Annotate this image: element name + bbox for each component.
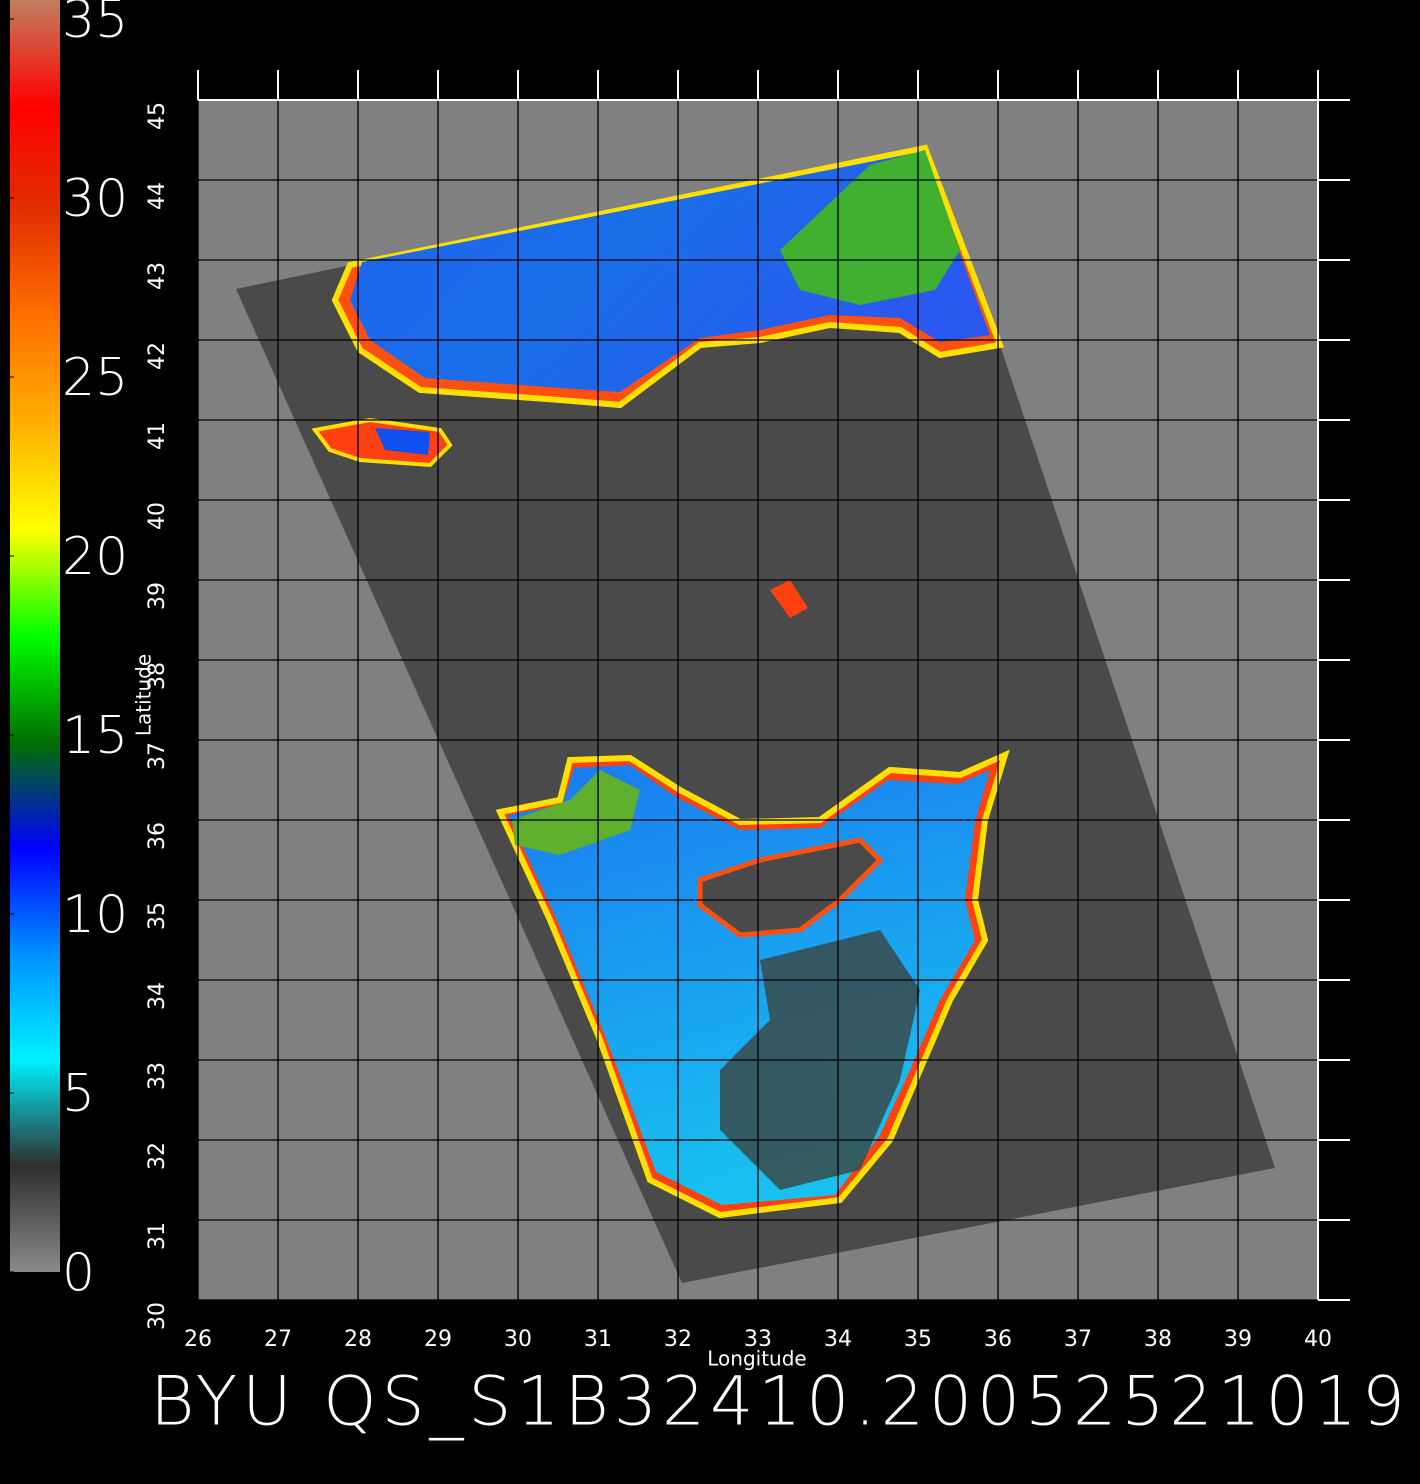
- y-tick-label: 40: [145, 502, 170, 530]
- wind-patch-high: [780, 150, 960, 305]
- x-tick-label: 33: [744, 1327, 772, 1352]
- x-tick-label: 35: [904, 1327, 932, 1352]
- swath: [236, 145, 1275, 1283]
- colorbar-label: 10: [62, 885, 128, 945]
- x-tick-label: 30: [504, 1327, 532, 1352]
- y-tick-label: 33: [145, 1062, 170, 1090]
- x-tick-label: 40: [1304, 1327, 1332, 1352]
- colorbar-label: 15: [62, 706, 128, 766]
- y-tick-label: 43: [145, 262, 170, 290]
- colorbar-label: 0: [62, 1243, 95, 1303]
- x-tick-label: 28: [344, 1327, 372, 1352]
- y-tick-label: 30: [145, 1302, 170, 1330]
- colorbar-label: 20: [62, 527, 128, 587]
- colorbar: [10, 0, 60, 1272]
- marmara-sea-inner: [375, 428, 430, 455]
- colorbar-label: 30: [62, 169, 128, 229]
- y-tick-label: 32: [145, 1142, 170, 1170]
- x-tick-label: 31: [584, 1327, 612, 1352]
- y-tick-label: 34: [145, 982, 170, 1010]
- aegean-patch: [512, 770, 640, 855]
- x-tick-label: 37: [1064, 1327, 1092, 1352]
- y-tick-label: 42: [145, 342, 170, 370]
- title: BYU QS_S1B32410.20052521019: [150, 1363, 1405, 1442]
- y-tick-label: 35: [145, 902, 170, 930]
- y-tick-label: 37: [145, 742, 170, 770]
- x-tick-label: 27: [264, 1327, 292, 1352]
- x-tick-label: 29: [424, 1327, 452, 1352]
- patch: [770, 580, 808, 618]
- x-tick-label: 39: [1224, 1327, 1252, 1352]
- x-tick-label: 36: [984, 1327, 1012, 1352]
- x-tick-label: 34: [824, 1327, 852, 1352]
- y-tick-label: 39: [145, 582, 170, 610]
- y-tick-label: 45: [145, 102, 170, 130]
- x-tick-label: 38: [1144, 1327, 1172, 1352]
- axes: 26 27 28 29 30 31 32 33 34 35 36 37 38 39 40 30 31 32 33 34…: [10, 0, 1350, 1352]
- y-tick-label: 41: [145, 422, 170, 450]
- x-tick-label: 26: [184, 1327, 212, 1352]
- y-tick-label: 36: [145, 822, 170, 850]
- colorbar-label: 5: [62, 1064, 95, 1124]
- y-tick-label: 38: [145, 662, 170, 690]
- y-tick-label: 31: [145, 1222, 170, 1250]
- x-tick-label: 32: [664, 1327, 692, 1352]
- colorbar-label: 25: [62, 348, 128, 408]
- y-axis-label: Latitude: [132, 654, 156, 736]
- colorbar-label: 35: [62, 0, 128, 50]
- x-axis-label: Longitude: [707, 1347, 806, 1371]
- y-tick-label: 44: [145, 182, 170, 210]
